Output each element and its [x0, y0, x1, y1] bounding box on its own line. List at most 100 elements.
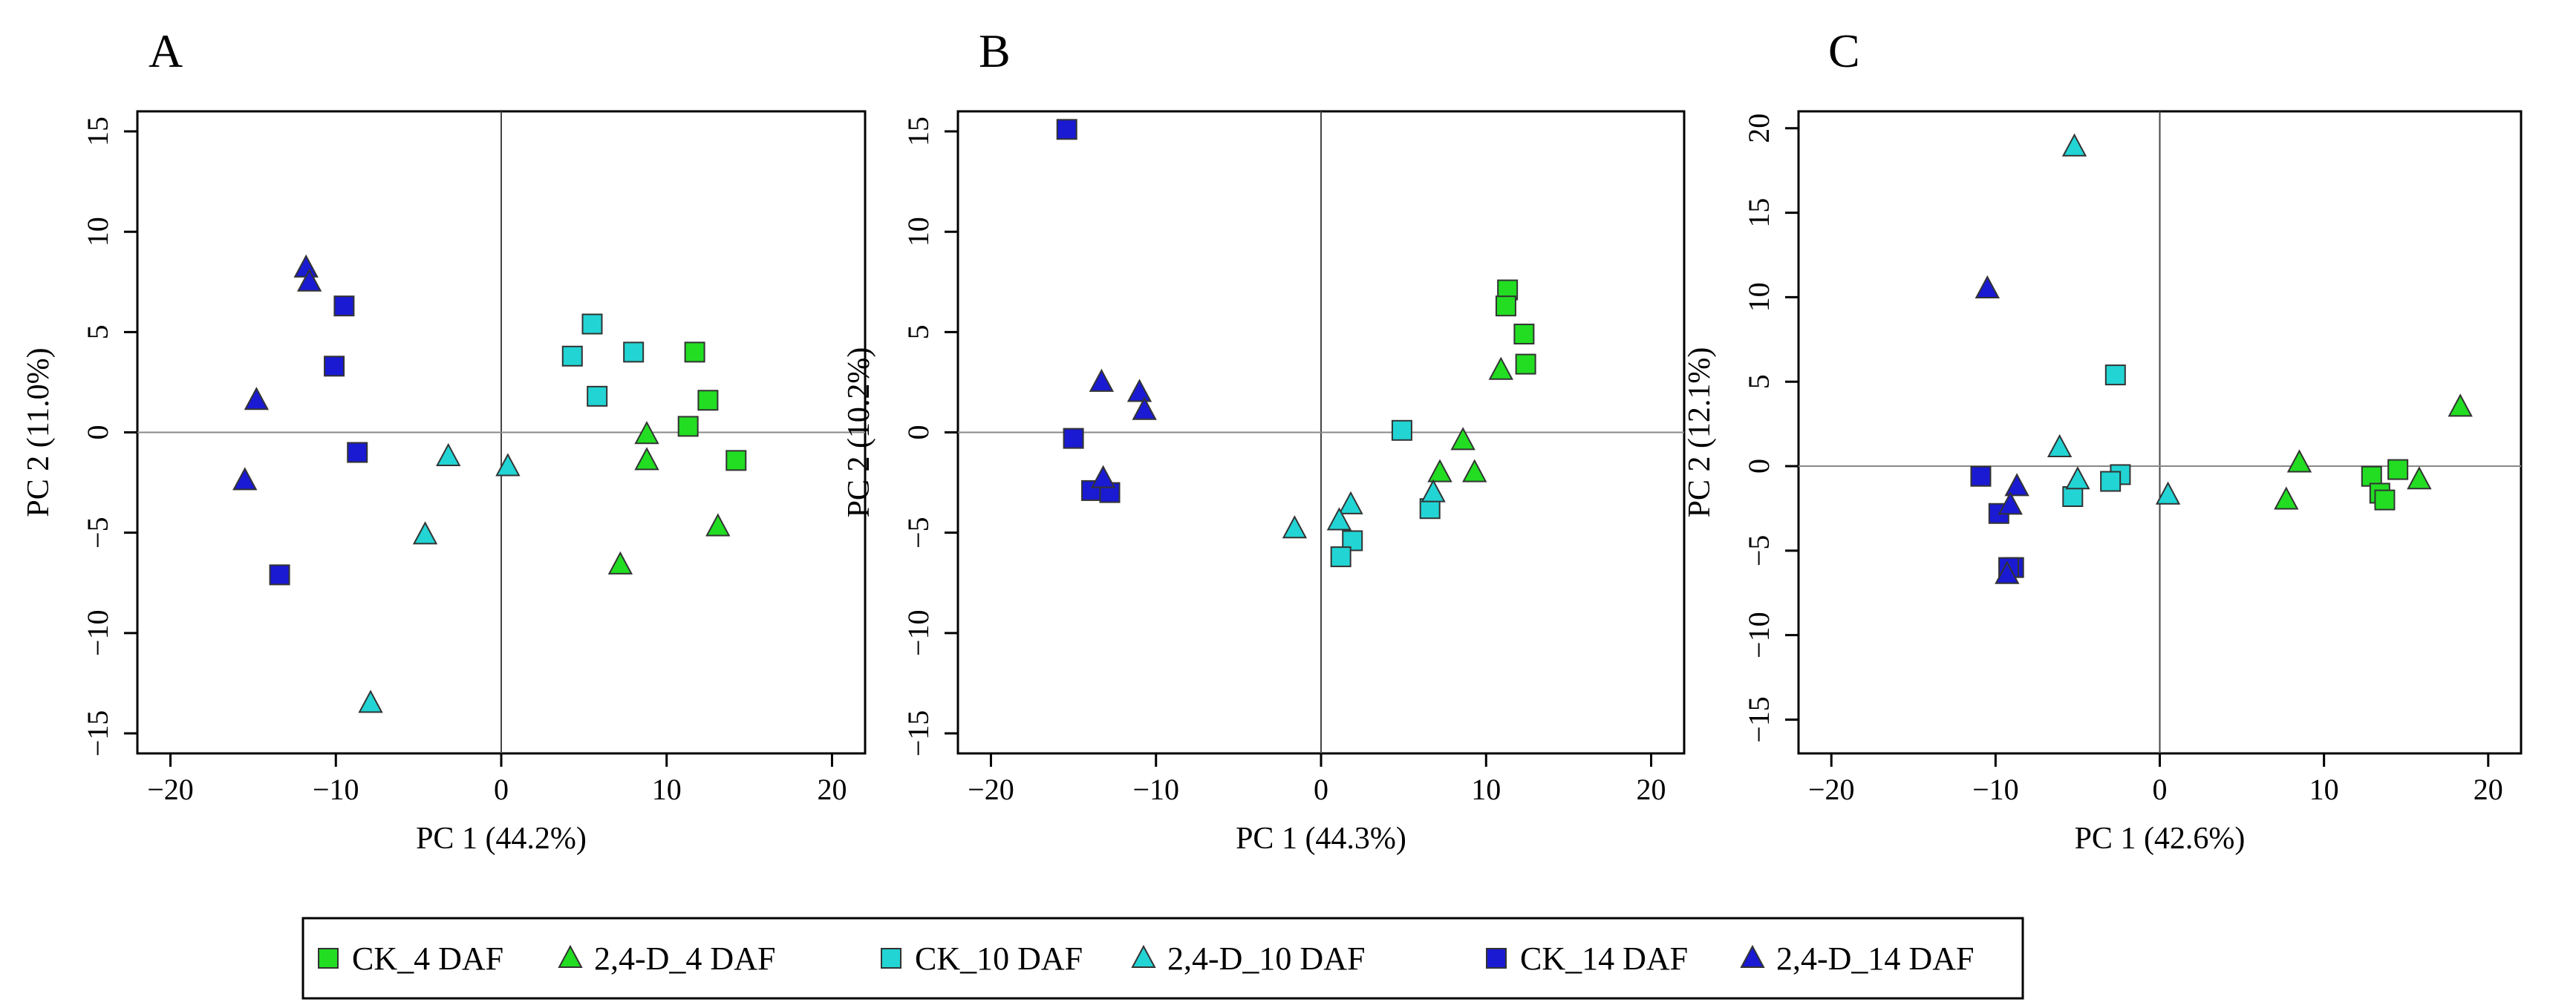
legend: CK_4 DAF 2,4-D_4 DAF CK_10 DAF 2,4-D_10 DAF… [301, 917, 2024, 1000]
data-point [1391, 419, 1412, 441]
y-tick-label: −15 [1742, 696, 1776, 743]
series-2-4-d-10-daf [2047, 133, 2181, 505]
y-tick-label: −10 [81, 610, 114, 657]
x-tick-label: 0 [494, 773, 509, 806]
y-tick-label: −10 [1742, 612, 1776, 658]
data-point [725, 450, 747, 471]
data-point [623, 341, 645, 363]
x-tick-label: 20 [817, 773, 847, 806]
data-point [232, 467, 258, 491]
y-axis-label: PC 2 (10.2%) [842, 347, 876, 518]
panel-c: C −20 −10 0 10 20 −15 −10 −5 0 5 10 15 20 PC 1 (42.6%)… [1683, 24, 2523, 856]
panel-label: A [149, 24, 183, 77]
series-2-4-d-10-daf [1282, 479, 1446, 539]
x-axis-label: PC 1 (44.2%) [416, 822, 587, 856]
series-2-4-d-14-daf [1975, 275, 2029, 584]
data-point [1421, 479, 1446, 503]
series-ck-4-daf [677, 341, 747, 471]
data-point [1495, 295, 1516, 317]
x-tick-label: 0 [1314, 773, 1328, 806]
y-tick-label: −5 [901, 517, 935, 549]
data-point [1450, 427, 1476, 451]
data-point [2104, 364, 2126, 386]
data-point [1998, 491, 2023, 515]
data-point [1970, 465, 1992, 487]
data-point [2100, 471, 2122, 492]
data-point [561, 345, 583, 367]
data-point [1056, 119, 1077, 140]
data-point [293, 254, 319, 278]
legend-marker [318, 948, 339, 969]
y-tick-label: −15 [81, 710, 114, 757]
legend-marker [1131, 944, 1156, 968]
data-point [607, 551, 633, 575]
data-point [495, 453, 521, 477]
data-point [296, 268, 322, 292]
data-point [324, 356, 345, 377]
data-point [1132, 396, 1157, 420]
data-point [269, 564, 290, 586]
data-point [244, 387, 270, 410]
data-point [1282, 515, 1308, 539]
x-tick-label: 20 [2474, 773, 2503, 806]
y-axis-label: PC 2 (12.1%) [1683, 347, 1717, 518]
data-point [436, 442, 461, 466]
data-point [2061, 133, 2087, 157]
y-tick-label: 20 [1742, 114, 1776, 143]
y-tick-label: 0 [901, 425, 935, 440]
legend-marker [1486, 948, 1507, 969]
data-point [1326, 507, 1352, 531]
x-tick-label: −10 [1132, 773, 1179, 806]
x-tick-label: 20 [1637, 773, 1666, 806]
series-2-4-d-10-daf [358, 442, 521, 713]
data-point [333, 295, 355, 317]
data-point [1330, 546, 1351, 568]
y-tick-label: 5 [901, 324, 935, 339]
data-point [705, 513, 731, 537]
data-point [634, 421, 659, 445]
data-point [587, 385, 608, 407]
data-point [2286, 449, 2312, 473]
legend-marker [881, 948, 901, 969]
x-tick-label: 10 [652, 773, 682, 806]
data-point [2062, 486, 2084, 507]
legend-label: CK_10 DAF [915, 940, 1083, 977]
data-point [677, 416, 699, 437]
series-2-4-d-14-daf [1089, 368, 1157, 488]
y-tick-label: −5 [81, 517, 114, 549]
x-tick-label: −20 [1808, 773, 1855, 806]
legend-label: 2,4-D_10 DAF [1167, 940, 1365, 977]
data-point [2374, 489, 2396, 511]
y-tick-label: 10 [901, 217, 935, 246]
y-tick-label: 15 [81, 117, 114, 146]
data-point [1975, 275, 2000, 299]
x-axis-label: PC 1 (42.6%) [2075, 822, 2246, 856]
panel-a: A −20 −10 0 10 20 −15 −10 −5 0 5 10 15 PC 1 (44.2%) PC… [22, 24, 867, 856]
data-point [1063, 428, 1084, 449]
series-2-4-d-4-daf [607, 421, 731, 575]
series-ck-10-daf [1330, 419, 1441, 568]
series-2-4-d-4-daf [1427, 356, 1513, 482]
panel-label: C [1828, 24, 1860, 77]
data-point [1462, 459, 1487, 482]
series-2-4-d-4-daf [2274, 393, 2473, 510]
y-tick-label: 0 [81, 425, 114, 440]
x-tick-label: 10 [2309, 773, 2339, 806]
series-ck-4-daf [2361, 459, 2409, 511]
data-point [2448, 393, 2473, 417]
legend-marker [558, 944, 583, 968]
data-point [358, 690, 383, 713]
legend-label: 2,4-D_14 DAF [1776, 940, 1974, 977]
x-tick-label: −20 [968, 773, 1014, 806]
data-point [2407, 466, 2432, 490]
data-point [697, 390, 719, 411]
data-point [2361, 465, 2382, 487]
panel-label: B [979, 24, 1011, 77]
data-point [1515, 353, 1536, 375]
data-point [581, 313, 603, 335]
y-tick-label: 0 [1742, 459, 1776, 474]
series-2-4-d-14-daf [232, 254, 322, 491]
data-point [347, 442, 368, 463]
legend-frame [301, 917, 2024, 1000]
